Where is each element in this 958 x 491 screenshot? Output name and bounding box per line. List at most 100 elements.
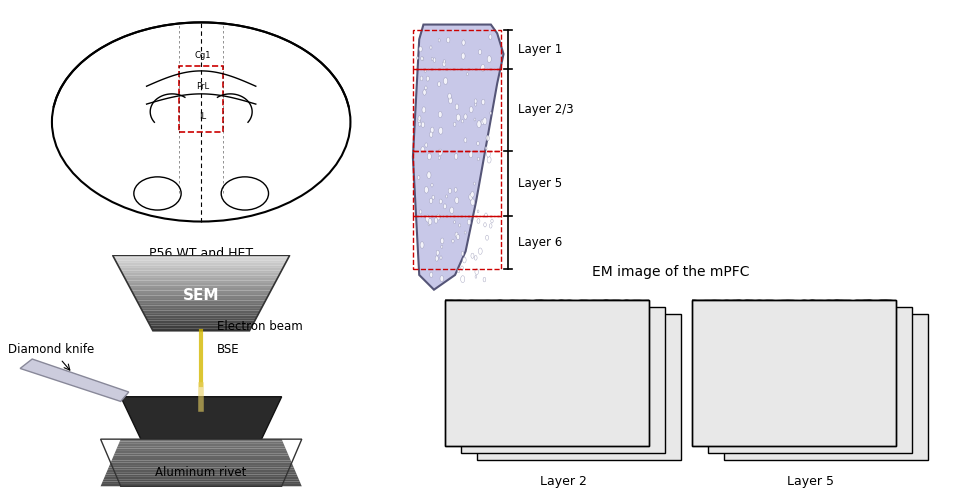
- Ellipse shape: [463, 257, 467, 263]
- Ellipse shape: [418, 116, 421, 121]
- Ellipse shape: [459, 224, 461, 227]
- Text: Cg1: Cg1: [194, 51, 212, 60]
- Text: Layer 5: Layer 5: [518, 177, 562, 190]
- Ellipse shape: [449, 207, 454, 214]
- Ellipse shape: [468, 194, 472, 200]
- Ellipse shape: [470, 199, 474, 206]
- Polygon shape: [115, 260, 287, 263]
- Ellipse shape: [422, 57, 423, 60]
- Ellipse shape: [421, 76, 422, 81]
- Ellipse shape: [462, 119, 464, 123]
- Ellipse shape: [461, 251, 464, 256]
- Ellipse shape: [462, 40, 466, 45]
- Polygon shape: [113, 255, 289, 258]
- Bar: [692, 300, 896, 446]
- Ellipse shape: [431, 57, 433, 60]
- Ellipse shape: [438, 39, 440, 42]
- Ellipse shape: [417, 56, 419, 59]
- Ellipse shape: [432, 195, 435, 199]
- Ellipse shape: [447, 93, 451, 99]
- Polygon shape: [106, 470, 296, 472]
- Polygon shape: [142, 311, 261, 313]
- Polygon shape: [144, 313, 259, 316]
- Ellipse shape: [425, 143, 427, 147]
- Ellipse shape: [483, 277, 486, 282]
- Ellipse shape: [487, 151, 490, 157]
- Polygon shape: [114, 453, 288, 456]
- Ellipse shape: [428, 218, 432, 225]
- Polygon shape: [126, 280, 276, 283]
- Ellipse shape: [490, 111, 491, 115]
- Ellipse shape: [425, 215, 430, 222]
- Polygon shape: [128, 285, 274, 288]
- Ellipse shape: [477, 218, 480, 223]
- Polygon shape: [141, 308, 262, 311]
- Ellipse shape: [430, 272, 433, 277]
- Polygon shape: [119, 441, 284, 444]
- Ellipse shape: [429, 132, 433, 137]
- Ellipse shape: [490, 224, 492, 228]
- Ellipse shape: [440, 256, 442, 259]
- Polygon shape: [133, 293, 269, 296]
- Ellipse shape: [427, 172, 431, 179]
- Ellipse shape: [468, 219, 470, 225]
- Ellipse shape: [428, 223, 430, 226]
- Bar: [445, 300, 650, 446]
- Ellipse shape: [461, 266, 464, 270]
- Ellipse shape: [455, 232, 458, 237]
- Bar: [413, 216, 501, 269]
- Ellipse shape: [487, 156, 491, 163]
- Ellipse shape: [418, 175, 420, 180]
- Ellipse shape: [448, 188, 451, 193]
- Polygon shape: [103, 477, 299, 479]
- Ellipse shape: [468, 151, 472, 158]
- Polygon shape: [117, 446, 285, 449]
- Polygon shape: [134, 296, 268, 298]
- Ellipse shape: [421, 56, 423, 60]
- Ellipse shape: [464, 138, 467, 142]
- Ellipse shape: [464, 114, 468, 119]
- Text: EM image of the mPFC: EM image of the mPFC: [592, 265, 749, 279]
- Ellipse shape: [419, 46, 422, 52]
- Ellipse shape: [421, 242, 424, 248]
- Ellipse shape: [471, 253, 474, 258]
- Polygon shape: [147, 318, 256, 321]
- Ellipse shape: [474, 255, 477, 260]
- Ellipse shape: [481, 64, 485, 71]
- Text: Diamond knife: Diamond knife: [8, 343, 94, 356]
- Ellipse shape: [438, 149, 443, 156]
- Polygon shape: [125, 278, 278, 280]
- Polygon shape: [135, 298, 267, 300]
- Text: Layer 1: Layer 1: [518, 43, 562, 56]
- Ellipse shape: [441, 238, 444, 244]
- Ellipse shape: [426, 76, 429, 81]
- Ellipse shape: [424, 187, 428, 193]
- Ellipse shape: [475, 103, 476, 106]
- Ellipse shape: [453, 122, 456, 127]
- Ellipse shape: [454, 154, 458, 160]
- Ellipse shape: [435, 256, 439, 261]
- Ellipse shape: [452, 239, 454, 243]
- Ellipse shape: [474, 118, 476, 121]
- Polygon shape: [117, 263, 285, 265]
- Ellipse shape: [483, 118, 487, 125]
- Polygon shape: [105, 472, 297, 474]
- Text: Layer 2/3: Layer 2/3: [518, 104, 574, 116]
- Ellipse shape: [430, 46, 432, 49]
- Bar: [462, 307, 665, 453]
- Ellipse shape: [420, 210, 422, 214]
- Ellipse shape: [477, 210, 479, 213]
- Ellipse shape: [481, 119, 484, 125]
- Ellipse shape: [445, 195, 447, 198]
- Ellipse shape: [431, 183, 433, 187]
- Polygon shape: [148, 321, 255, 323]
- Polygon shape: [115, 451, 287, 453]
- Polygon shape: [101, 484, 302, 486]
- Ellipse shape: [422, 107, 425, 113]
- Ellipse shape: [474, 99, 477, 104]
- Ellipse shape: [457, 269, 460, 273]
- Polygon shape: [116, 449, 286, 451]
- Ellipse shape: [444, 59, 445, 63]
- Polygon shape: [112, 458, 290, 461]
- Bar: [692, 300, 896, 446]
